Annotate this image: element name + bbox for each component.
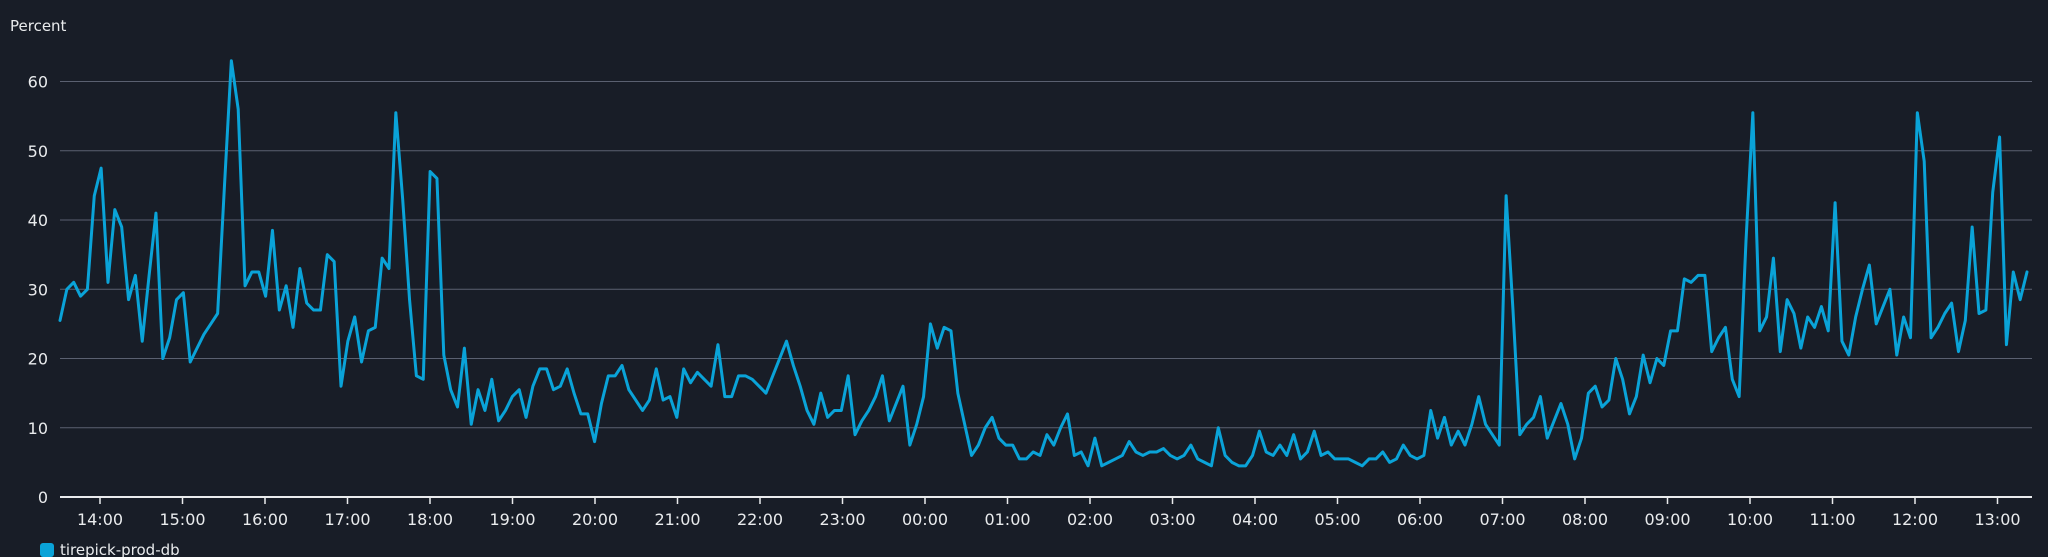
y-axis-unit-label: Percent [10,17,67,35]
x-tick-label: 06:00 [1397,510,1443,529]
x-tick-label: 20:00 [572,510,618,529]
x-tick-label: 16:00 [242,510,288,529]
x-tick-label: 07:00 [1479,510,1525,529]
x-tick-label: 10:00 [1727,510,1773,529]
y-axis-ticks: 0 10 20 30 40 50 60 [28,73,48,507]
x-tick-label: 13:00 [1974,510,2020,529]
x-tick-label: 05:00 [1314,510,1360,529]
x-tick-label: 21:00 [654,510,700,529]
x-tick-label: 12:00 [1892,510,1938,529]
x-tick-label: 08:00 [1562,510,1608,529]
gridlines [60,81,2032,429]
x-tick-label: 17:00 [324,510,370,529]
x-tick-label: 11:00 [1809,510,1855,529]
x-tick-label: 15:00 [159,510,205,529]
y-tick-label: 40 [28,211,48,230]
x-tick-label: 18:00 [407,510,453,529]
y-tick-label: 50 [28,142,48,161]
x-tick-label: 23:00 [819,510,865,529]
x-axis-ticks: 14:00 15:00 16:00 17:00 18:00 19:00 20:00 21:00… [77,497,2021,529]
x-tick-label: 03:00 [1149,510,1195,529]
legend-entry-label[interactable]: tirepick-prod-db [60,541,180,557]
y-tick-label: 0 [38,488,48,507]
series-layer [58,59,2029,468]
x-tick-label: 14:00 [77,510,123,529]
x-tick-label: 22:00 [737,510,783,529]
y-tick-label: 60 [28,73,48,92]
legend-swatch[interactable] [40,543,54,557]
x-tick-label: 09:00 [1644,510,1690,529]
x-tick-label: 19:00 [489,510,535,529]
y-tick-label: 10 [28,419,48,438]
y-tick-label: 20 [28,350,48,369]
legend[interactable]: tirepick-prod-db [40,541,180,557]
series-line-0[interactable] [58,59,2029,468]
y-tick-label: 30 [28,280,48,299]
x-tick-label: 00:00 [902,510,948,529]
x-tick-label: 01:00 [984,510,1030,529]
x-tick-label: 04:00 [1232,510,1278,529]
x-tick-label: 02:00 [1067,510,1113,529]
